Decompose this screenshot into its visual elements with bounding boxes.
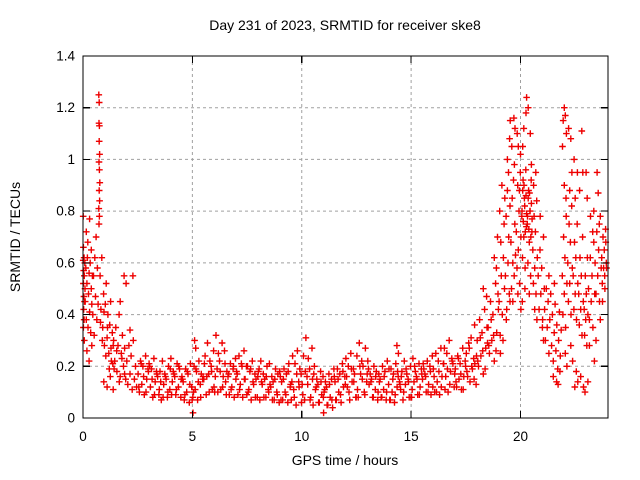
y-axis-label: SRMTID / TECUs — [7, 182, 23, 292]
y-tick-label: 1.2 — [56, 100, 75, 115]
x-tick-label: 10 — [294, 429, 309, 444]
x-tick-label: 5 — [189, 429, 197, 444]
plot-area: 0 5 10 15 20 0 0.2 0.4 0.6 0.8 1 1.2 1.4 — [56, 49, 610, 444]
x-axis-label: GPS time / hours — [292, 452, 399, 468]
x-tick-label: 0 — [79, 429, 87, 444]
y-tick-label: 0.2 — [56, 359, 75, 374]
x-tick-label: 20 — [513, 429, 528, 444]
data-points — [79, 91, 610, 417]
y-tick-label: 1.4 — [56, 49, 75, 64]
axis-ticks — [82, 55, 608, 419]
y-tick-label: 0.4 — [56, 307, 75, 322]
y-tick-label: 0.8 — [56, 204, 75, 219]
y-tick-label: 0 — [67, 411, 75, 426]
y-tick-label: 1 — [67, 152, 75, 167]
chart-title: Day 231 of 2023, SRMTID for receiver ske… — [209, 17, 481, 33]
plot-border — [82, 55, 609, 419]
x-tick-label: 15 — [404, 429, 419, 444]
y-tick-label: 0.6 — [56, 255, 75, 270]
